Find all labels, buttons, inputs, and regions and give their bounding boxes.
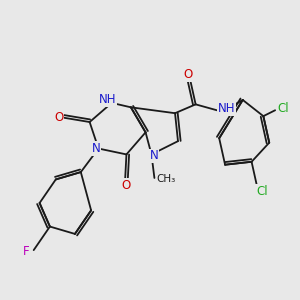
Text: N: N <box>149 149 158 162</box>
Text: NH: NH <box>99 93 116 106</box>
Text: Cl: Cl <box>278 102 289 115</box>
Text: O: O <box>54 111 63 124</box>
Text: N: N <box>92 142 100 155</box>
Text: CH₃: CH₃ <box>157 174 176 184</box>
Text: O: O <box>184 68 193 81</box>
Text: Cl: Cl <box>256 185 268 198</box>
Text: NH: NH <box>218 102 235 115</box>
Text: O: O <box>122 179 131 192</box>
Text: F: F <box>23 245 30 258</box>
